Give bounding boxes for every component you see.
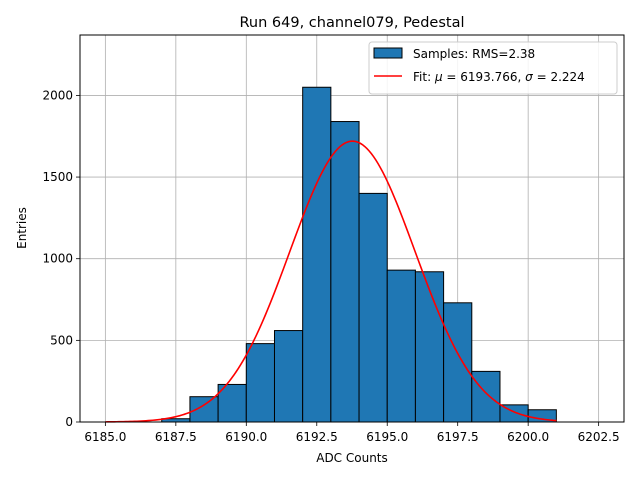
- x-tick-label: 6202.5: [578, 430, 620, 444]
- x-axis-label: ADC Counts: [316, 451, 388, 465]
- histogram-bar: [302, 86, 332, 423]
- x-tick-label: 6200.0: [507, 430, 549, 444]
- x-tick-label: 6192.5: [296, 430, 338, 444]
- histogram-bar: [471, 370, 501, 423]
- y-tick-label: 2000: [42, 88, 73, 102]
- legend-fit-mu-value: = 6193.766,: [443, 70, 526, 84]
- legend-fit-prefix: Fit:: [413, 70, 435, 84]
- x-tick-label: 6187.5: [155, 430, 197, 444]
- histogram-bar: [386, 269, 416, 423]
- histogram-bar: [443, 302, 473, 423]
- histogram-bars: [161, 86, 557, 423]
- x-axis-ticks: 6185.0 6187.5 6190.0 6192.5 6195.0 6197.5 6200…: [84, 422, 620, 444]
- histogram-bar: [330, 121, 360, 423]
- histogram-bar: [414, 271, 445, 423]
- legend-patch-samples: [373, 47, 403, 59]
- x-tick-label: 6197.5: [437, 430, 479, 444]
- y-tick-label: 1500: [42, 170, 73, 184]
- legend-fit-sigma-value: = 2.224: [533, 70, 585, 84]
- legend-label-samples: Samples: RMS=2.38: [413, 47, 535, 61]
- histogram-bar: [273, 330, 304, 423]
- histogram-bar: [245, 343, 275, 423]
- x-tick-label: 6190.0: [225, 430, 267, 444]
- fit-curve: [105, 140, 557, 423]
- plot-area-frame: [79, 34, 625, 423]
- y-tick-label: 1000: [42, 252, 73, 266]
- legend: Samples: RMS=2.38 Fit: μ = 6193.766, σ =…: [368, 41, 618, 95]
- legend-label-fit: Fit: μ = 6193.766, σ = 2.224: [413, 70, 585, 84]
- x-tick-label: 6185.0: [84, 430, 126, 444]
- legend-fit-mu-symbol: μ: [434, 70, 443, 84]
- legend-fit-sigma-symbol: σ: [525, 70, 533, 84]
- x-tick-label: 6195.0: [366, 430, 408, 444]
- y-tick-label: 0: [65, 415, 73, 429]
- histogram-bar: [189, 396, 219, 423]
- chart-title: Run 649, channel079, Pedestal: [239, 15, 464, 31]
- y-axis-ticks: 0 500 1000 1500 2000: [42, 88, 80, 429]
- y-axis-label: Entries: [15, 207, 29, 249]
- legend-box: [368, 41, 618, 95]
- y-tick-label: 500: [50, 333, 73, 347]
- histogram-bar: [358, 192, 388, 423]
